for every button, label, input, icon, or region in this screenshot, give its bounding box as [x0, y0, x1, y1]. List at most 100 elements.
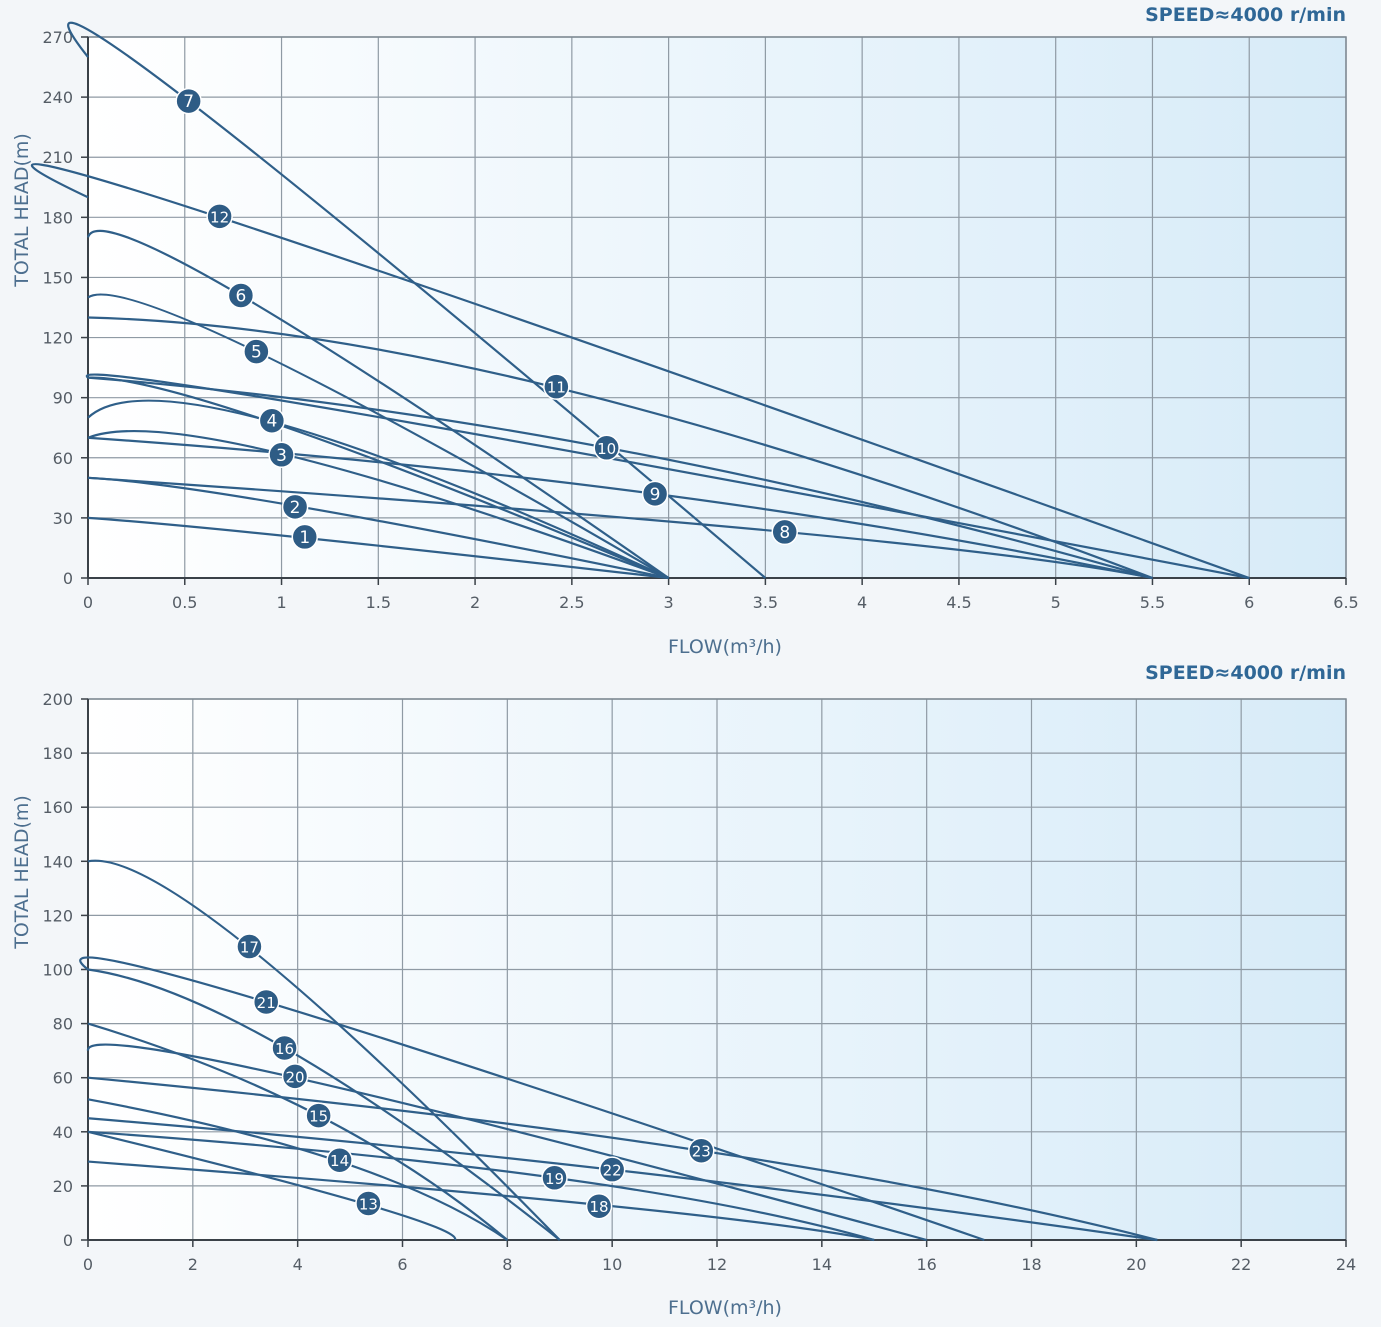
curve-marker-label: 12 — [210, 208, 229, 226]
y-tick-label: 100 — [42, 961, 73, 980]
y-tick-label: 210 — [42, 148, 73, 167]
curve-marker-8 — [771, 518, 798, 546]
y-tick-label: 120 — [42, 906, 73, 925]
curve-marker-18 — [585, 1192, 613, 1220]
curve-marker-11 — [543, 373, 570, 400]
curve-marker-label: 21 — [257, 994, 276, 1012]
x-tick-label: 4 — [293, 1255, 303, 1274]
x-tick-label: 6 — [1244, 593, 1254, 612]
curve-marker-label: 2 — [290, 498, 301, 518]
y-tick-label: 0 — [63, 569, 73, 588]
curve-marker-16 — [271, 1034, 298, 1062]
y-tick-label: 60 — [53, 449, 73, 468]
x-tick-label: 5 — [1051, 593, 1061, 612]
curve-marker-label: 23 — [692, 1143, 711, 1161]
x-tick-label: 0.5 — [172, 593, 197, 612]
curve-marker-5 — [243, 338, 270, 365]
curve-marker-3 — [268, 441, 295, 469]
y-tick-label: 80 — [53, 1015, 73, 1034]
x-tick-label: 10 — [602, 1255, 622, 1274]
plot-area — [88, 37, 1346, 578]
curve-marker-label: 19 — [545, 1170, 564, 1188]
curve-marker-label: 10 — [597, 440, 616, 458]
curve-marker-label: 14 — [330, 1152, 349, 1170]
x-tick-label: 3.5 — [753, 593, 778, 612]
y-tick-label: 30 — [53, 509, 73, 528]
curve-marker-label: 17 — [240, 939, 259, 957]
y-tick-label: 0 — [63, 1231, 73, 1250]
y-tick-label: 120 — [42, 329, 73, 348]
curve-marker-label: 18 — [590, 1198, 609, 1216]
curve-marker-1 — [291, 523, 319, 551]
curve-marker-label: 5 — [251, 343, 262, 363]
curve-marker-17 — [236, 933, 263, 960]
curve-marker-7 — [175, 87, 202, 115]
curve-marker-23 — [688, 1137, 715, 1164]
curve-marker-label: 15 — [309, 1108, 328, 1126]
curve-marker-label: 9 — [650, 485, 661, 505]
curve-marker-label: 22 — [603, 1162, 622, 1180]
y-tick-label: 240 — [42, 88, 73, 107]
curve-marker-20 — [281, 1063, 309, 1090]
curve-marker-19 — [541, 1164, 568, 1192]
x-tick-label: 22 — [1231, 1255, 1251, 1274]
y-tick-label: 60 — [53, 1069, 73, 1088]
y-tick-label: 140 — [42, 852, 73, 871]
x-tick-label: 4.5 — [946, 593, 971, 612]
curve-marker-label: 8 — [779, 523, 790, 543]
speed-label: SPEED≈4000 r/min — [1145, 4, 1346, 26]
chart-top: SPEED≈4000 r/min FLOW(m³/h) TOTAL HEAD(m… — [11, 4, 1359, 658]
curve-marker-label: 6 — [235, 286, 246, 306]
y-tick-label: 40 — [53, 1123, 73, 1142]
curve-marker-label: 11 — [547, 379, 566, 397]
y-tick-label: 20 — [53, 1177, 73, 1196]
curve-unlabeled-13 — [85, 373, 1250, 580]
curve-marker-21 — [252, 988, 280, 1016]
x-tick-label: 4 — [857, 593, 867, 612]
curve-marker-13 — [355, 1190, 382, 1217]
curve-marker-14 — [326, 1146, 353, 1174]
curve-marker-2 — [281, 493, 309, 521]
curve-marker-label: 4 — [266, 412, 277, 432]
curve-marker-6 — [227, 282, 255, 309]
x-tick-label: 6.5 — [1333, 593, 1358, 612]
curve-marker-label: 13 — [359, 1195, 378, 1213]
y-tick-label: 160 — [42, 798, 73, 817]
x-tick-label: 0 — [83, 593, 93, 612]
x-tick-label: 16 — [916, 1255, 936, 1274]
curve-marker-label: 3 — [276, 446, 287, 466]
y-tick-label: 90 — [53, 389, 73, 408]
curve-marker-label: 20 — [285, 1068, 304, 1086]
curve-marker-10 — [593, 434, 620, 462]
x-tick-label: 8 — [502, 1255, 512, 1274]
chart-bottom: SPEED≈4000 r/min FLOW(m³/h) TOTAL HEAD(m… — [11, 662, 1356, 1319]
curve-marker-4 — [258, 407, 286, 434]
speed-label: SPEED≈4000 r/min — [1145, 662, 1346, 684]
x-tick-label: 6 — [397, 1255, 407, 1274]
x-tick-label: 0 — [83, 1255, 93, 1274]
x-tick-label: 12 — [707, 1255, 727, 1274]
y-axis-label: TOTAL HEAD(m) — [11, 795, 33, 950]
curve-marker-label: 1 — [299, 528, 310, 548]
y-tick-label: 180 — [42, 208, 73, 227]
curve-marker-22 — [598, 1156, 626, 1183]
curve-marker-label: 16 — [275, 1040, 294, 1058]
curve-marker-9 — [641, 480, 669, 508]
x-tick-label: 3 — [664, 593, 674, 612]
y-tick-label: 150 — [42, 268, 73, 287]
x-tick-label: 1.5 — [366, 593, 391, 612]
x-tick-label: 2 — [188, 1255, 198, 1274]
y-tick-label: 270 — [42, 28, 73, 47]
x-axis-label: FLOW(m³/h) — [668, 636, 782, 658]
x-tick-label: 1 — [276, 593, 286, 612]
x-tick-label: 20 — [1126, 1255, 1146, 1274]
x-tick-label: 2 — [470, 593, 480, 612]
x-tick-label: 18 — [1021, 1255, 1041, 1274]
x-tick-label: 24 — [1336, 1255, 1356, 1274]
x-tick-label: 14 — [812, 1255, 832, 1274]
y-tick-label: 180 — [42, 744, 73, 763]
curve-marker-label: 7 — [183, 92, 194, 112]
y-axis-label: TOTAL HEAD(m) — [11, 133, 33, 288]
x-axis-label: FLOW(m³/h) — [668, 1297, 782, 1319]
